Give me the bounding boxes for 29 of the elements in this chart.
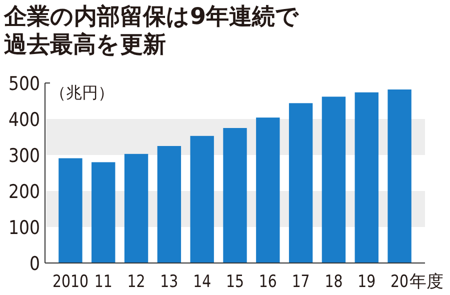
x-tick-label: 18 [324, 272, 346, 292]
bar [157, 146, 182, 263]
x-tick-label: 15 [226, 272, 248, 292]
x-tick-label: 11 [94, 272, 116, 292]
y-tick-label: 400 [8, 109, 45, 131]
y-tick-label: 300 [8, 145, 45, 167]
chart-title: 企業の内部留保は9年連続で過去最高を更新 [3, 4, 300, 58]
x-tick-label: 13 [160, 272, 182, 292]
bar [190, 136, 214, 263]
y-tick-label: 200 [8, 181, 45, 203]
x-tick-label: 2010 [52, 272, 96, 292]
bar [223, 128, 247, 263]
bar [388, 89, 412, 263]
bar [256, 118, 280, 263]
x-tick-label: 19 [358, 272, 380, 292]
x-tick-label: 14 [193, 272, 215, 292]
y-axis-title: （兆円） [50, 83, 114, 102]
y-tick-label: 500 [8, 73, 45, 95]
bar [124, 154, 148, 263]
bar [92, 162, 116, 263]
bar [288, 103, 313, 263]
y-tick-label: 100 [8, 217, 45, 239]
bar [354, 92, 378, 263]
x-tick-label: 12 [127, 272, 149, 292]
y-tick-label: 0 [30, 253, 42, 275]
x-tick-label: 16 [258, 272, 281, 292]
bar [58, 158, 82, 263]
x-tick-label: 17 [292, 272, 314, 292]
bar [322, 96, 346, 263]
